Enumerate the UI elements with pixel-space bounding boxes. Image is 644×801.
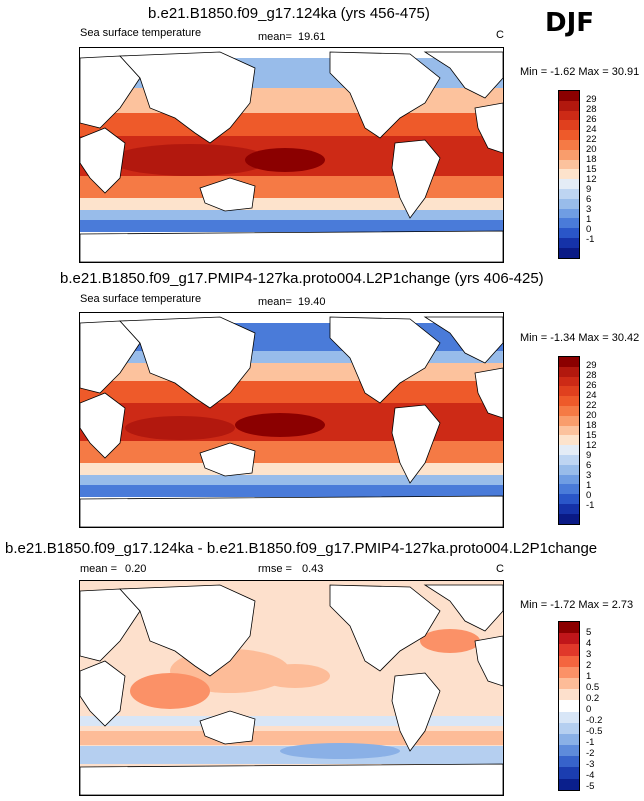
panel1-minmax: Min = -1.62 Max = 30.91 bbox=[520, 66, 640, 78]
panel2-cbar-label: 28 bbox=[586, 370, 597, 381]
panel2-map bbox=[79, 312, 504, 528]
panel2-cbar-label: 24 bbox=[586, 390, 597, 401]
panel3-cbar-label: 0.2 bbox=[586, 693, 600, 704]
panel1-cbar-label: 20 bbox=[586, 144, 597, 155]
panel2-cbar-label: 20 bbox=[586, 410, 597, 421]
panel3-cbar-label: -3 bbox=[586, 759, 595, 770]
panel2-cbar-label: -1 bbox=[586, 500, 595, 511]
season-label: DJF bbox=[545, 8, 595, 38]
panel2-cbar-label: 0 bbox=[586, 490, 592, 501]
panel2-cbar-label: 9 bbox=[586, 450, 592, 461]
panel3-cbar-label: 3 bbox=[586, 649, 592, 660]
panel1-cbar-label: -1 bbox=[586, 234, 595, 245]
panel1-cbar-label: 0 bbox=[586, 224, 592, 235]
panel3-mean-value: 0.20 bbox=[125, 563, 147, 575]
panel3-cbar-label: 5 bbox=[586, 627, 592, 638]
panel3-units: C bbox=[496, 563, 504, 575]
panel3-minmax: Min = -1.72 Max = 2.73 bbox=[520, 599, 634, 611]
panel1-map-svg bbox=[80, 48, 503, 262]
panel2-cbar-label: 12 bbox=[586, 440, 597, 451]
panel3-cbar-label: 0.5 bbox=[586, 682, 600, 693]
panel3-cbar-label: -5 bbox=[586, 781, 595, 792]
panel3-cbar-label: -0.2 bbox=[586, 715, 603, 726]
panel3-cbar-label: -0.5 bbox=[586, 726, 603, 737]
panel3-cbar-label: 4 bbox=[586, 638, 592, 649]
panel1-cbar-label: 1 bbox=[586, 214, 592, 225]
panel3-cbar-label: -2 bbox=[586, 748, 595, 759]
panel2-title: b.e21.B1850.f09_g17.PMIP4-127ka.proto004… bbox=[60, 270, 544, 287]
panel2-cbar-label: 15 bbox=[586, 430, 597, 441]
panel2-cbar-label: 6 bbox=[586, 460, 592, 471]
panel3-rmse-value: 0.43 bbox=[302, 563, 324, 575]
panel2-cbar-label: 29 bbox=[586, 360, 597, 371]
panel2-cbar-label: 1 bbox=[586, 480, 592, 491]
panel3-rmse-label: rmse = bbox=[258, 563, 292, 575]
panel1-cbar-label: 26 bbox=[586, 114, 597, 125]
panel3-cbar-label: 0 bbox=[586, 704, 592, 715]
panel1-mean-value: 19.61 bbox=[298, 31, 326, 43]
panel2-subtitle: Sea surface temperature bbox=[80, 293, 202, 305]
panel3-cbar-label: 2 bbox=[586, 660, 592, 671]
panel2-cbar-label: 22 bbox=[586, 400, 597, 411]
panel3-map-svg bbox=[80, 581, 503, 795]
panel1-cbar-label: 12 bbox=[586, 174, 597, 185]
panel3-mean-label: mean = bbox=[80, 563, 117, 575]
panel2-map-svg bbox=[80, 313, 503, 527]
panel1-cbar-label: 18 bbox=[586, 154, 597, 165]
panel1-units: C bbox=[496, 29, 504, 41]
panel3-cbar-label: -1 bbox=[586, 737, 595, 748]
panel1-subtitle: Sea surface temperature bbox=[80, 27, 202, 39]
panel1-cbar-label: 15 bbox=[586, 164, 597, 175]
panel2-cbar-label: 18 bbox=[586, 420, 597, 431]
panel1-colorbar bbox=[558, 90, 580, 259]
panel1-cbar-label: 24 bbox=[586, 124, 597, 135]
panel1-cbar-label: 3 bbox=[586, 204, 592, 215]
panel3-title: b.e21.B1850.f09_g17.124ka - b.e21.B1850.… bbox=[5, 540, 598, 557]
panel1-title: b.e21.B1850.f09_g17.124ka (yrs 456-475) bbox=[148, 5, 430, 22]
panel2-colorbar bbox=[558, 356, 580, 525]
panel1-cbar-label: 29 bbox=[586, 94, 597, 105]
panel2-minmax: Min = -1.34 Max = 30.42 bbox=[520, 332, 640, 344]
panel2-mean-label: mean= bbox=[258, 296, 292, 308]
panel2-mean-value: 19.40 bbox=[298, 296, 326, 308]
panel1-map bbox=[79, 47, 504, 263]
panel2-cbar-label: 26 bbox=[586, 380, 597, 391]
panel1-mean-label: mean= bbox=[258, 31, 292, 43]
panel1-cbar-label: 28 bbox=[586, 104, 597, 115]
panel3-map bbox=[79, 580, 504, 796]
panel1-cbar-label: 6 bbox=[586, 194, 592, 205]
panel2-cbar-label: 3 bbox=[586, 470, 592, 481]
panel1-cbar-label: 9 bbox=[586, 184, 592, 195]
panel1-cbar-label: 22 bbox=[586, 134, 597, 145]
panel3-colorbar bbox=[558, 621, 580, 791]
panel3-cbar-label: 1 bbox=[586, 671, 592, 682]
panel3-cbar-label: -4 bbox=[586, 770, 595, 781]
